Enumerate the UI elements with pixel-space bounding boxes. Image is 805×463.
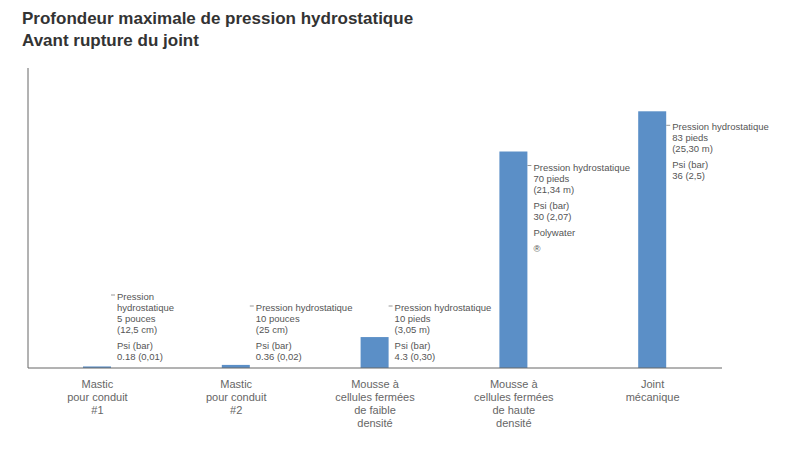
svg-text:Mousse à: Mousse à	[351, 378, 400, 390]
svg-text:70 pieds: 70 pieds	[533, 173, 569, 184]
svg-text:de faible: de faible	[354, 404, 396, 416]
html-text:Avant rupture du joint: Avant rupture du joint	[22, 31, 199, 50]
svg-text:#2: #2	[230, 404, 242, 416]
svg-text:(12,5 cm): (12,5 cm)	[117, 324, 157, 335]
svg-text:Pression hydrostatique: Pression hydrostatique	[256, 302, 353, 313]
svg-text:Mastic: Mastic	[82, 378, 114, 390]
svg-text:4.3 (0,30): 4.3 (0,30)	[395, 351, 436, 362]
svg-text:(25 cm): (25 cm)	[256, 324, 288, 335]
svg-text:0.36 (0,02): 0.36 (0,02)	[256, 351, 302, 362]
svg-text:10 pieds: 10 pieds	[395, 313, 431, 324]
svg-text:36 (2,5): 36 (2,5)	[672, 170, 705, 181]
svg-text:(25,30 m): (25,30 m)	[672, 143, 713, 154]
svg-text:83 pieds: 83 pieds	[672, 132, 708, 143]
svg-text:(21,34 m): (21,34 m)	[533, 184, 574, 195]
svg-text:mécanique: mécanique	[626, 391, 680, 403]
svg-text:Psi (bar): Psi (bar)	[256, 340, 292, 351]
svg-text:de haute: de haute	[492, 404, 535, 416]
svg-text:10 pouces: 10 pouces	[256, 313, 300, 324]
svg-text:Psi (bar): Psi (bar)	[533, 200, 569, 211]
svg-text:30 (2,07): 30 (2,07)	[533, 211, 571, 222]
svg-text:densité: densité	[496, 417, 531, 429]
svg-text:#1: #1	[91, 404, 103, 416]
svg-text:Mousse à: Mousse à	[490, 378, 539, 390]
svg-text:Psi (bar): Psi (bar)	[117, 340, 153, 351]
svg-text:Mastic: Mastic	[220, 378, 252, 390]
svg-text:Pression hydrostatique: Pression hydrostatique	[395, 302, 492, 313]
svg-text:hydrostatique: hydrostatique	[117, 302, 174, 313]
svg-text:pour conduit: pour conduit	[67, 391, 128, 403]
svg-text:Joint: Joint	[641, 378, 664, 390]
svg-text:®: ®	[533, 243, 540, 254]
svg-text:cellules fermées: cellules fermées	[335, 391, 415, 403]
svg-text:densité: densité	[357, 417, 392, 429]
html-text:Profondeur maximale de pressio: Profondeur maximale de pression hydrosta…	[22, 9, 414, 28]
svg-text:pour conduit: pour conduit	[206, 391, 267, 403]
svg-text:cellules fermées: cellules fermées	[474, 391, 554, 403]
svg-text:Pression hydrostatique: Pression hydrostatique	[672, 121, 769, 132]
svg-text:Pression: Pression	[117, 291, 154, 302]
svg-text:(3,05 m): (3,05 m)	[395, 324, 430, 335]
svg-text:5 pouces: 5 pouces	[117, 313, 156, 324]
svg-text:0.18 (0,01): 0.18 (0,01)	[117, 351, 163, 362]
svg-text:Psi (bar): Psi (bar)	[395, 340, 431, 351]
svg-text:Polywater: Polywater	[533, 227, 575, 238]
svg-text:Pression hydrostatique: Pression hydrostatique	[533, 162, 630, 173]
svg-text:Psi (bar): Psi (bar)	[672, 159, 708, 170]
